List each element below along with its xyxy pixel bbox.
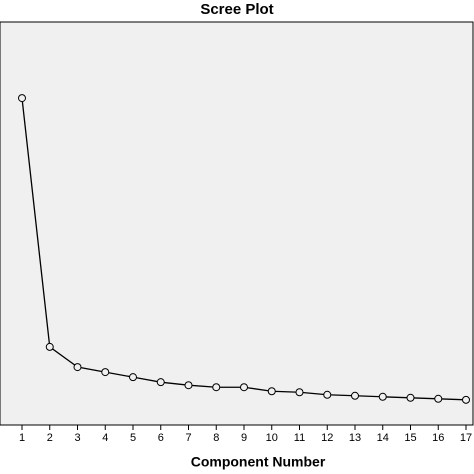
plot-area [0, 21, 474, 426]
x-tick-label: 16 [432, 432, 444, 444]
data-point [101, 368, 110, 377]
x-tick-label: 11 [294, 432, 305, 444]
x-tick-label: 6 [158, 432, 164, 444]
data-point [129, 373, 137, 382]
data-point [351, 391, 359, 400]
x-tick-label: 4 [102, 432, 108, 444]
data-point [156, 378, 165, 387]
x-tick-label: 10 [266, 432, 278, 444]
x-axis-label: Component Number [191, 454, 326, 470]
data-point [18, 94, 26, 103]
data-point [240, 383, 248, 392]
data-point [212, 383, 221, 392]
data-point [323, 390, 332, 399]
x-tick-label: 9 [241, 432, 247, 444]
data-point [45, 342, 54, 351]
x-tick-label: 7 [185, 432, 191, 444]
data-point [295, 388, 304, 397]
chart-title: Scree Plot [200, 1, 273, 18]
x-tick-label: 1 [19, 432, 25, 444]
x-tick-label: 13 [349, 432, 361, 444]
x-tick-label: 14 [377, 432, 389, 444]
data-point [267, 387, 276, 396]
data-point [378, 392, 387, 401]
data-point [184, 381, 193, 390]
data-point [406, 393, 415, 402]
data-point [73, 363, 82, 372]
x-tick-label: 15 [404, 432, 416, 444]
x-tick-label: 3 [74, 432, 80, 444]
data-point [434, 394, 443, 403]
data-point [462, 395, 470, 404]
x-tick-label: 17 [460, 432, 472, 444]
x-tick-label: 5 [130, 432, 136, 444]
x-tick-label: 8 [213, 432, 219, 444]
x-tick-label: 2 [47, 432, 53, 444]
x-tick-label: 12 [321, 432, 333, 444]
